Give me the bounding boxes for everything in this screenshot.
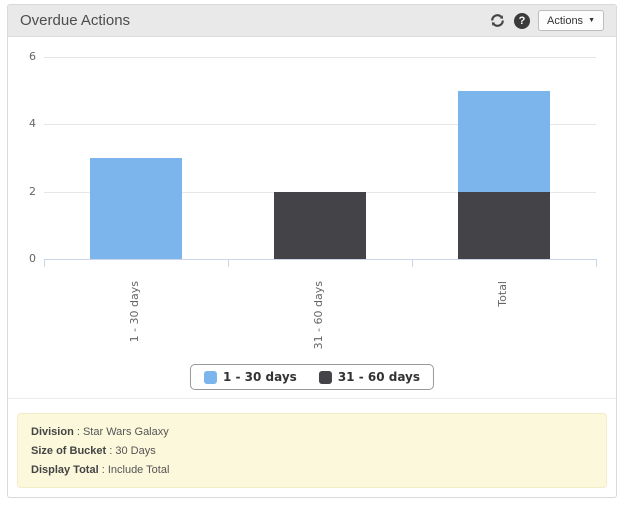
info-value: 30 Days <box>115 445 156 457</box>
page-title: Overdue Actions <box>20 12 131 29</box>
info-label: Display Total <box>31 464 99 476</box>
refresh-icon <box>491 14 504 27</box>
y-axis-label: 4 <box>29 117 36 131</box>
y-axis-label: 6 <box>29 50 36 63</box>
help-icon: ? <box>518 14 526 27</box>
info-row: Division : Star Wars Galaxy <box>31 423 593 442</box>
legend-label: 1 - 30 days <box>222 370 297 384</box>
info-label: Size of Bucket <box>31 445 107 457</box>
gridline <box>44 124 596 126</box>
bar-3 <box>458 90 550 259</box>
x-axis-tick <box>412 259 413 267</box>
overdue-actions-widget: Overdue Actions ? Actions ▼ <box>7 4 617 498</box>
actions-button-label: Actions <box>546 14 584 27</box>
info-row: Size of Bucket : 30 Days <box>31 442 593 461</box>
x-axis-label: 1 - 30 days <box>128 281 141 343</box>
refresh-button[interactable] <box>489 12 506 29</box>
info-row: Display Total : Include Total <box>31 461 593 480</box>
x-axis-tick <box>44 259 45 267</box>
bar-segment[interactable] <box>458 191 550 259</box>
help-button[interactable]: ? <box>513 12 530 29</box>
bar-segment[interactable] <box>90 158 182 259</box>
y-axis-label: 2 <box>29 184 36 198</box>
x-axis-label: Total <box>496 281 509 307</box>
bar-1 <box>90 158 182 259</box>
legend-label: 31 - 60 days <box>337 370 421 384</box>
info-value: Star Wars Galaxy <box>82 426 169 438</box>
info-value: Include Total <box>107 464 170 476</box>
legend-item[interactable]: 31 - 60 days <box>318 370 421 384</box>
info-label: Division <box>31 426 74 438</box>
info-panel: Division : Star Wars Galaxy Size of Buck… <box>17 413 607 488</box>
caret-down-icon: ▼ <box>588 17 595 24</box>
y-axis-label: 0 <box>29 252 36 265</box>
actions-button[interactable]: Actions ▼ <box>537 10 604 31</box>
bar-segment[interactable] <box>458 90 550 192</box>
bar-segment[interactable] <box>274 191 366 259</box>
x-axis-label: 31 - 60 days <box>312 281 325 350</box>
chart-area: 1 - 30 days 31 - 60 days 0 2 4 6 1 - 30 days 3… <box>8 37 616 399</box>
info-separator: : <box>106 445 116 457</box>
x-axis-line <box>44 259 596 260</box>
legend: 1 - 30 days 31 - 60 days <box>189 364 435 390</box>
bar-2 <box>274 191 366 259</box>
widget-header: Overdue Actions ? Actions ▼ <box>8 5 616 37</box>
x-axis-tick <box>596 259 597 267</box>
header-controls: ? Actions ▼ <box>489 10 604 31</box>
legend-swatch <box>203 370 217 384</box>
info-separator: : <box>98 464 108 476</box>
gridline <box>44 57 596 58</box>
legend-swatch <box>318 370 332 384</box>
x-axis-tick <box>228 259 229 267</box>
legend-item[interactable]: 1 - 30 days <box>203 370 297 384</box>
info-separator: : <box>73 426 83 438</box>
info-section: Division : Star Wars Galaxy Size of Buck… <box>8 399 616 488</box>
